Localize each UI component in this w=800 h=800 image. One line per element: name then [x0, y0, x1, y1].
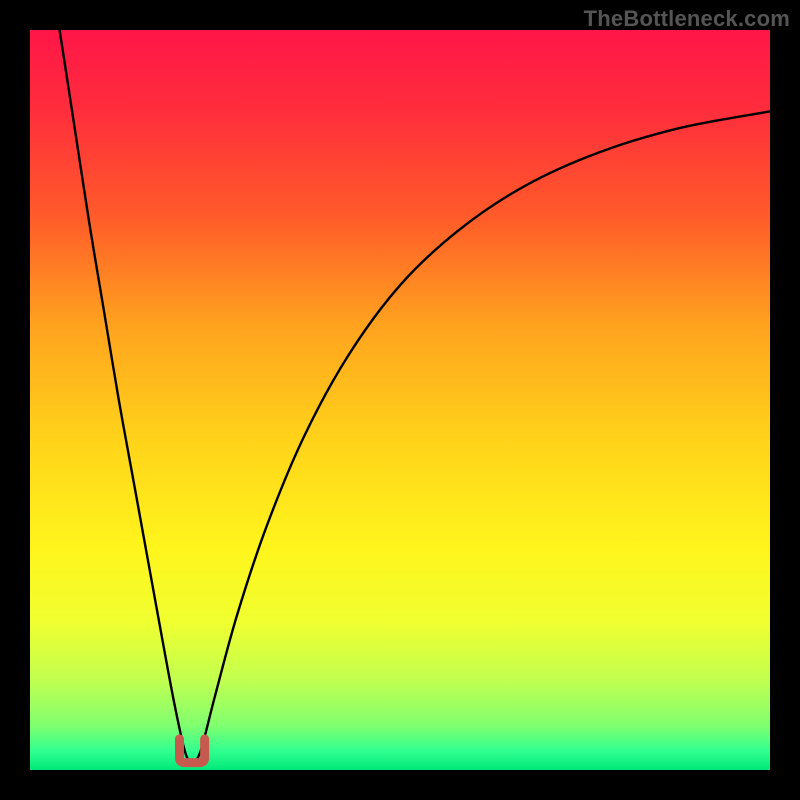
plot-area: [30, 30, 770, 770]
chart-frame: TheBottleneck.com: [0, 0, 800, 800]
bottleneck-curve: [60, 30, 770, 763]
curve-layer: [30, 30, 770, 770]
optimal-marker: [179, 739, 204, 763]
watermark-text: TheBottleneck.com: [584, 6, 790, 32]
